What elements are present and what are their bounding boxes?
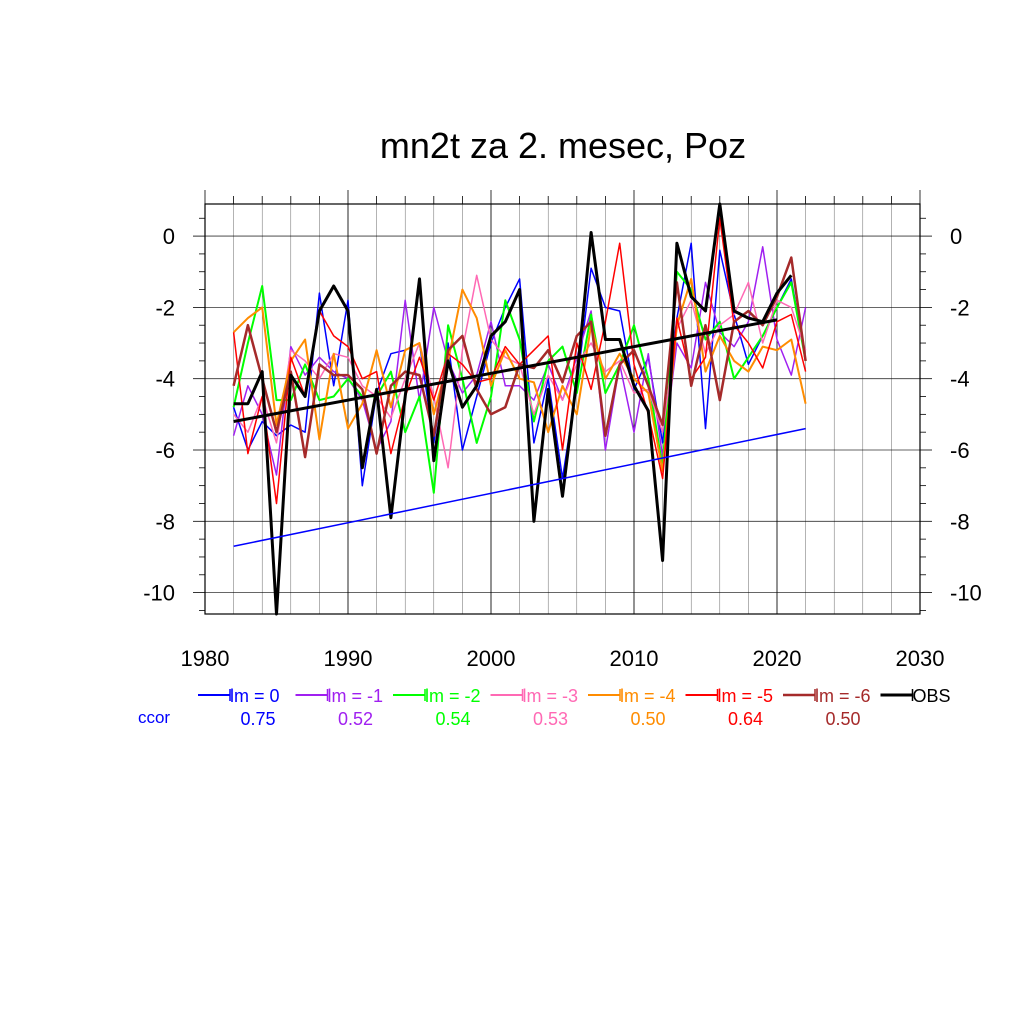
ccor-value-2: 0.54 — [435, 709, 470, 729]
series-lines — [232, 202, 807, 616]
trend-line-0 — [233, 318, 778, 423]
xtick-label: 1990 — [324, 646, 373, 671]
legend-label-1: lm = -1 — [328, 686, 384, 706]
series-line-1 — [232, 246, 807, 476]
series-line-6 — [232, 256, 807, 459]
ytick-label-left: -4 — [155, 367, 175, 392]
series-line-4 — [232, 277, 807, 473]
ccor-value-6: 0.50 — [825, 709, 860, 729]
ytick-label-right: 0 — [950, 224, 962, 249]
xtick-label: 2000 — [467, 646, 516, 671]
legend-label-0: lm = 0 — [230, 686, 280, 706]
ccor-value-0: 0.75 — [240, 709, 275, 729]
ytick-label-right: -10 — [950, 581, 982, 606]
axis-ticks — [193, 190, 932, 611]
ccor-value-5: 0.64 — [728, 709, 763, 729]
legend-label-5: lm = -5 — [718, 686, 774, 706]
xtick-label: 2030 — [896, 646, 945, 671]
xtick-label: 2020 — [753, 646, 802, 671]
chart-title: mn2t za 2. mesec, Poz — [380, 125, 746, 166]
ytick-label-right: -4 — [950, 367, 970, 392]
legend-label-4: lm = -4 — [620, 686, 676, 706]
legend-label-6: lm = -6 — [815, 686, 871, 706]
ytick-label-left: 0 — [163, 224, 175, 249]
legend-label-3: lm = -3 — [523, 686, 579, 706]
legend-label-7: OBS — [913, 686, 951, 706]
ytick-label-left: -8 — [155, 509, 175, 534]
series-line-0 — [232, 242, 807, 487]
ytick-label-left: -10 — [143, 581, 175, 606]
xtick-label: 1980 — [181, 646, 230, 671]
ccor-label: ccor — [138, 708, 170, 727]
tick-labels: 0 0 -2 -2 -4 -4 -6 -6 -8 -8 -10 -10 1980 1990 2000 2010… — [143, 224, 982, 671]
xtick-label: 2010 — [610, 646, 659, 671]
ytick-label-left: -6 — [155, 438, 175, 463]
ytick-label-right: -2 — [950, 295, 970, 320]
ccor-value-4: 0.50 — [630, 709, 665, 729]
plot-frame — [204, 203, 921, 615]
trend-line-1 — [233, 427, 806, 547]
ytick-label-right: -6 — [950, 438, 970, 463]
ytick-label-left: -2 — [155, 295, 175, 320]
legend-label-2: lm = -2 — [425, 686, 481, 706]
legend: lm = 0 0.75 lm = -1 0.52 lm = -2 0.54 lm = -3 0… — [138, 686, 951, 729]
ccor-value-1: 0.52 — [338, 709, 373, 729]
series-line-7 — [233, 202, 793, 616]
ytick-label-right: -8 — [950, 509, 970, 534]
ccor-value-3: 0.53 — [533, 709, 568, 729]
